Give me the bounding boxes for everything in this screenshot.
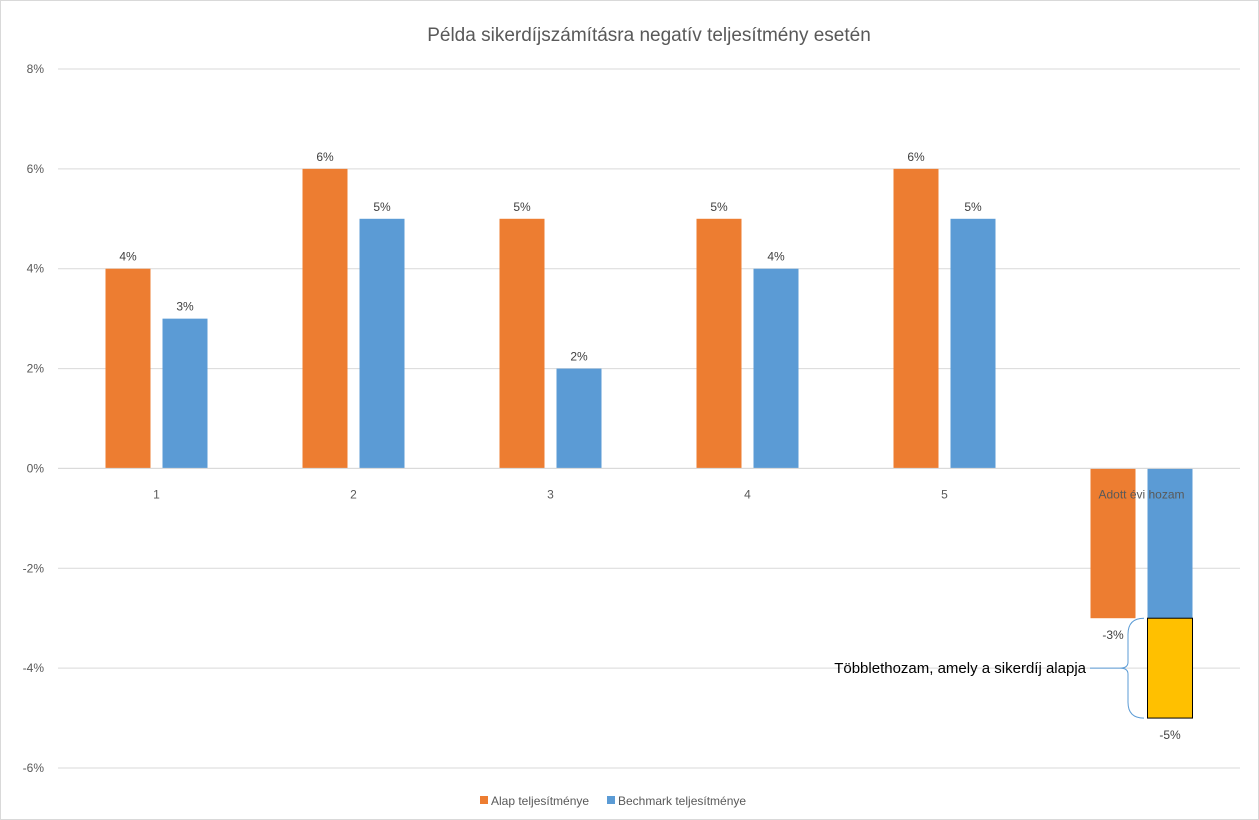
- y-tick-label: -4%: [23, 661, 45, 675]
- y-tick-label: 2%: [27, 362, 45, 376]
- data-label: 2%: [570, 350, 588, 364]
- data-label: 5%: [964, 200, 982, 214]
- x-axis: 1 2 3 4 5 Adott évi hozam: [58, 467, 1240, 501]
- y-tick-label: 0%: [27, 461, 45, 475]
- bar-alap-6: [1090, 468, 1136, 619]
- chart-title: Példa sikerdíjszámításra negatív teljesí…: [427, 25, 871, 46]
- legend-label: Bechmark teljesítménye: [618, 794, 746, 808]
- bars: [105, 168, 1193, 719]
- data-label: 4%: [767, 250, 785, 264]
- bar-alap-1: [105, 268, 151, 469]
- legend: Alap teljesítménye Bechmark teljesítménye: [480, 794, 746, 808]
- excess-return-highlight: [1147, 617, 1193, 719]
- bar-bechmark-2: [359, 218, 405, 469]
- bar-bechmark-1: [162, 318, 208, 469]
- data-labels: 4% 3% 6% 5% 5% 2% 5% 4% 6% 5% -3% -5%: [119, 150, 1181, 742]
- bar-bechmark-5: [950, 218, 996, 469]
- legend-swatch: [480, 796, 488, 804]
- bar-bechmark-3: [556, 368, 602, 469]
- y-tick-label: 6%: [27, 162, 45, 176]
- data-label: 5%: [513, 200, 531, 214]
- data-label: -5%: [1159, 728, 1181, 742]
- bar-alap-2: [302, 168, 348, 469]
- bar-alap-4: [696, 218, 742, 469]
- x-category-label: 5: [941, 487, 948, 501]
- data-label: 4%: [119, 250, 137, 264]
- x-category-label: Adott évi hozam: [1098, 487, 1184, 501]
- x-category-label: 2: [350, 487, 357, 501]
- data-label: 5%: [373, 200, 391, 214]
- x-category-label: 3: [547, 487, 554, 501]
- data-label: 5%: [710, 200, 728, 214]
- x-category-label: 1: [153, 487, 160, 501]
- legend-swatch: [607, 796, 615, 804]
- bar-alap-5: [893, 168, 939, 469]
- bar-alap-3: [499, 218, 545, 469]
- y-tick-label: -6%: [23, 761, 45, 775]
- y-tick-label: 8%: [27, 62, 45, 76]
- annotation: Többlethozam, amely a sikerdíj alapja: [834, 617, 1145, 719]
- legend-label: Alap teljesítménye: [491, 794, 589, 808]
- data-label: 6%: [316, 150, 334, 164]
- data-label: -3%: [1102, 628, 1124, 642]
- y-axis: 8% 6% 4% 2% 0% -2% -4% -6%: [23, 62, 45, 775]
- bar-bechmark-4: [753, 268, 799, 469]
- x-category-label: 4: [744, 487, 751, 501]
- excess-return-box: [1147, 617, 1193, 719]
- data-label: 3%: [176, 300, 194, 314]
- data-label: 6%: [907, 150, 925, 164]
- y-tick-label: 4%: [27, 262, 45, 276]
- y-tick-label: -2%: [23, 561, 45, 575]
- excess-return-label: Többlethozam, amely a sikerdíj alapja: [834, 660, 1086, 677]
